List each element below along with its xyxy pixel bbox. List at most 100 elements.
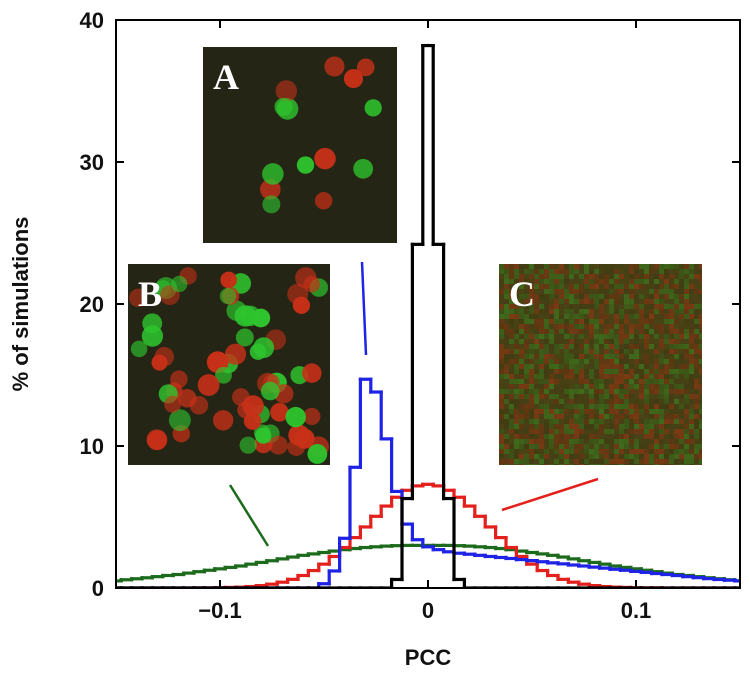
inset-pixel xyxy=(689,319,694,324)
inset-pixel xyxy=(634,454,639,459)
inset-pixel xyxy=(544,334,549,339)
inset-pixel xyxy=(564,439,569,444)
inset-pixel xyxy=(614,364,619,369)
inset-pixel xyxy=(589,444,594,449)
inset-pixel xyxy=(699,284,702,289)
inset-pixel xyxy=(644,319,649,324)
inset-pixel xyxy=(664,329,669,334)
inset-pixel xyxy=(659,359,664,364)
inset-pixel xyxy=(549,434,554,439)
inset-spot xyxy=(262,163,284,185)
inset-pixel xyxy=(499,384,504,389)
inset-pixel xyxy=(624,409,629,414)
inset-pixel xyxy=(504,429,509,434)
y-tick-label: 10 xyxy=(80,434,104,459)
inset-pixel xyxy=(549,329,554,334)
inset-pixel xyxy=(669,449,674,454)
inset-pixel xyxy=(519,429,524,434)
inset-pixel xyxy=(619,269,624,274)
inset-pixel xyxy=(609,414,614,419)
inset-pixel xyxy=(654,324,659,329)
inset-pixel xyxy=(589,354,594,359)
inset-pixel xyxy=(629,429,634,434)
inset-pixel xyxy=(634,394,639,399)
inset-pixel xyxy=(669,264,674,269)
inset-pixel xyxy=(509,384,514,389)
inset-pixel xyxy=(569,319,574,324)
inset-pixel xyxy=(509,439,514,444)
inset-pixel xyxy=(544,269,549,274)
inset-pixel xyxy=(544,444,549,449)
inset-pixel xyxy=(499,299,504,304)
inset-pixel xyxy=(519,414,524,419)
inset-spot xyxy=(253,424,271,442)
inset-pixel xyxy=(629,454,634,459)
inset-images: AB C xyxy=(128,47,702,465)
inset-pixel xyxy=(569,289,574,294)
inset-pixel xyxy=(544,314,549,319)
inset-pixel xyxy=(614,334,619,339)
inset-pixel xyxy=(619,319,624,324)
inset-pixel xyxy=(544,284,549,289)
inset-pixel xyxy=(594,449,599,454)
inset-pixel xyxy=(579,409,584,414)
inset-pixel xyxy=(589,329,594,334)
inset-pixel xyxy=(554,434,559,439)
inset-pixel xyxy=(594,314,599,319)
inset-pixel xyxy=(574,279,579,284)
inset-pixel xyxy=(584,274,589,279)
inset-pixel xyxy=(514,339,519,344)
inset-pixel xyxy=(649,309,654,314)
inset-pixel xyxy=(629,269,634,274)
inset-pixel xyxy=(599,264,604,269)
inset-pixel xyxy=(519,404,524,409)
inset-pixel xyxy=(694,404,699,409)
inset-pixel xyxy=(589,379,594,384)
inset-pixel xyxy=(614,264,619,269)
inset-pixel xyxy=(604,299,609,304)
inset-pixel xyxy=(594,424,599,429)
inset-pixel xyxy=(639,309,644,314)
inset-pixel xyxy=(554,399,559,404)
inset-pixel xyxy=(689,359,694,364)
inset-pixel xyxy=(579,459,584,464)
inset-spot xyxy=(268,435,288,455)
inset-pixel xyxy=(554,334,559,339)
inset-pixel xyxy=(689,449,694,454)
inset-spot xyxy=(251,308,271,328)
inset-pixel xyxy=(574,389,579,394)
inset-pixel xyxy=(629,459,634,464)
inset-pixel xyxy=(549,444,554,449)
inset-pixel xyxy=(579,434,584,439)
inset-pixel xyxy=(584,449,589,454)
inset-spot xyxy=(253,337,275,358)
y-tick-label: 0 xyxy=(92,576,104,601)
inset-pixel xyxy=(664,339,669,344)
inset-pixel xyxy=(659,439,664,444)
inset-pixel xyxy=(639,374,644,379)
inset-pixel xyxy=(574,454,579,459)
inset-pixel xyxy=(699,354,702,359)
inset-pixel xyxy=(684,424,689,429)
inset-pixel xyxy=(504,424,509,429)
inset-pixel xyxy=(564,314,569,319)
inset-pixel xyxy=(499,374,504,379)
inset-pixel xyxy=(649,459,654,464)
inset-pixel xyxy=(594,339,599,344)
inset-pixel xyxy=(659,299,664,304)
inset-pixel xyxy=(524,439,529,444)
inset-pixel xyxy=(674,354,679,359)
inset-pixel xyxy=(609,384,614,389)
inset-pixel xyxy=(659,379,664,384)
inset-pixel xyxy=(694,269,699,274)
inset-pixel xyxy=(684,329,689,334)
inset-pixel xyxy=(634,449,639,454)
inset-pixel xyxy=(614,319,619,324)
inset-pixel xyxy=(569,284,574,289)
inset-pixel xyxy=(689,284,694,289)
inset-pixel xyxy=(609,404,614,409)
inset-pixel xyxy=(699,289,702,294)
inset-pixel xyxy=(669,304,674,309)
inset-pixel xyxy=(619,459,624,464)
inset-pixel xyxy=(684,389,689,394)
